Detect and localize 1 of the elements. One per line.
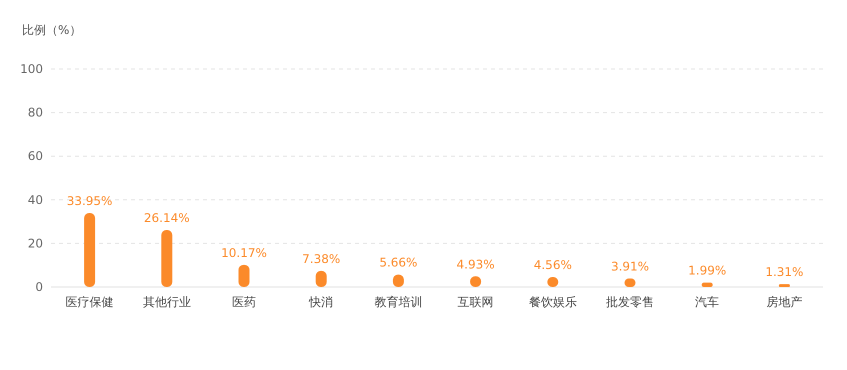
ylabel: 比例（%）: [22, 23, 82, 37]
